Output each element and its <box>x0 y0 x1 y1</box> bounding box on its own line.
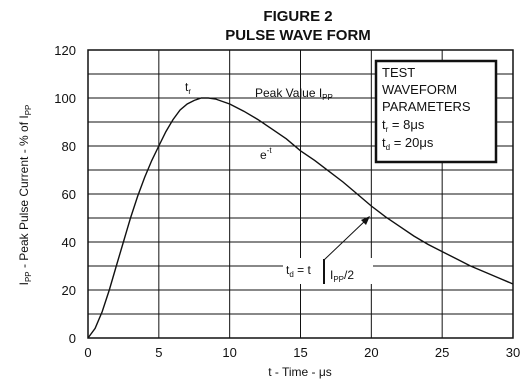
x-tick-label: 20 <box>364 345 378 360</box>
y-tick-label: 0 <box>69 331 76 346</box>
x-tick-label: 30 <box>506 345 520 360</box>
x-tick-label: 15 <box>293 345 307 360</box>
y-tick-label: 60 <box>62 187 76 202</box>
y-tick-label: 40 <box>62 235 76 250</box>
y-tick-label: 100 <box>54 91 76 106</box>
x-tick-label: 10 <box>222 345 236 360</box>
td-annotation: td = t IPP/2 <box>283 216 373 284</box>
y-tick-label: 80 <box>62 139 76 154</box>
decay-annotation: e-t <box>260 146 272 162</box>
grid <box>88 50 513 338</box>
y-tick-labels: 0 20 40 60 80 100 120 <box>54 43 76 346</box>
test-parameters-box: TEST WAVEFORM PARAMETERS tr = 8μs td = 2… <box>374 59 498 164</box>
y-tick-label: 20 <box>62 283 76 298</box>
legend-line-1: TEST <box>382 65 415 80</box>
plot-frame <box>87 49 514 339</box>
y-axis-label: IPP - Peak Pulse Current - % of IPP <box>17 105 33 286</box>
legend-line-3: PARAMETERS <box>382 99 471 114</box>
y-tick-label: 120 <box>54 43 76 58</box>
legend-tr: tr = 8μs <box>382 117 425 134</box>
series-line <box>87 97 514 339</box>
legend-line-2: WAVEFORM <box>382 82 457 97</box>
td-arrow-line <box>323 219 367 261</box>
x-tick-labels: 0 5 10 15 20 25 30 <box>84 345 520 360</box>
x-tick-label: 25 <box>435 345 449 360</box>
chart-title: FIGURE 2 <box>263 8 332 25</box>
chart-subtitle: PULSE WAVE FORM <box>225 27 371 44</box>
svg-text:IPP/2: IPP/2 <box>330 268 354 284</box>
x-tick-label: 0 <box>84 345 91 360</box>
tr-annotation: tr <box>185 80 191 96</box>
svg-text:td = t: td = t <box>286 263 311 279</box>
td-arrow-head <box>361 216 370 225</box>
x-tick-label: 5 <box>155 345 162 360</box>
legend-td: td = 20μs <box>382 135 434 152</box>
x-axis-label: t - Time - μs <box>268 365 332 379</box>
peak-value-annotation: Peak Value IPP <box>255 86 333 102</box>
